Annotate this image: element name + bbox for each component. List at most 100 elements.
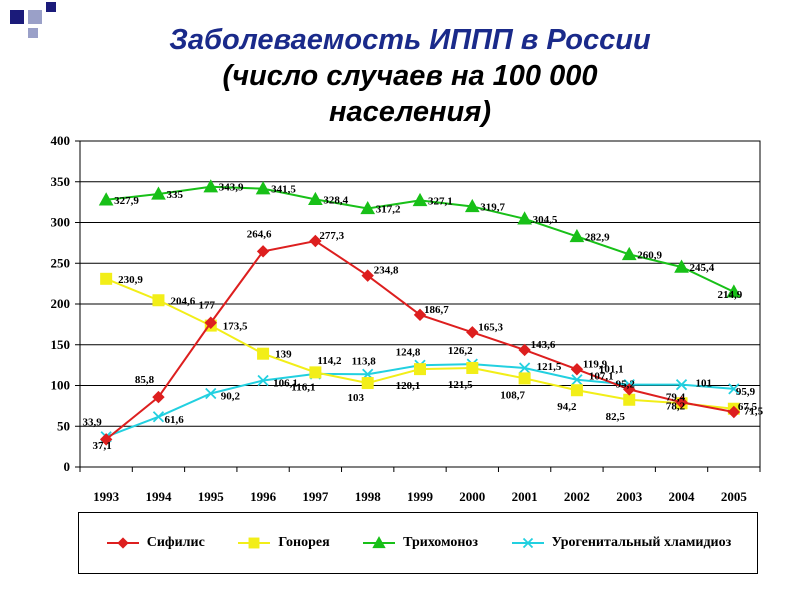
legend-swatch-chlamydia [511,537,544,549]
legend-label-gonorrhea: Гонорея [278,535,330,550]
y-tick-label: 300 [51,215,71,230]
data-label: 230,9 [118,274,143,286]
data-point [675,379,688,391]
legend-label-trichomoniasis: Трихомоноз [403,535,479,550]
data-label: 234,8 [374,265,399,277]
data-point [257,347,270,360]
y-tick-label: 250 [51,255,71,270]
data-point [466,326,479,339]
x-tick-label: 1997 [302,489,329,504]
data-label: 79,4 [666,391,686,403]
data-label: 103 [347,392,364,404]
data-point [517,211,532,225]
data-point [255,181,271,195]
data-label: 121,5 [448,379,473,391]
x-tick-label: 1993 [93,489,120,504]
data-point [674,259,689,273]
data-label: 71,5 [744,406,764,418]
data-point [726,284,742,298]
x-tick-label: 1998 [355,489,382,504]
data-label: 101 [696,378,713,390]
data-label: 204,6 [170,295,195,307]
data-label: 61,6 [164,414,184,426]
data-point [518,372,531,385]
data-label: 319,7 [480,201,505,213]
legend-marker [522,537,533,549]
y-tick-label: 150 [51,337,71,352]
data-point [728,383,740,395]
x-tick-label: 2003 [616,489,643,504]
decor-square-gray [28,28,38,38]
y-tick-label: 350 [51,174,71,189]
data-label: 245,4 [690,262,715,274]
data-point [414,363,426,376]
legend-item-trichomoniasis: Трихомоноз [361,535,478,551]
data-label: 277,3 [319,230,344,242]
chart-title-line3: населения) [328,96,491,128]
legend-item-gonorrhea: Гонорея [236,535,330,551]
data-label: 107,1 [589,371,614,383]
x-tick-label: 2005 [721,489,748,504]
data-label: 113,8 [352,355,377,367]
data-label: 121,5 [537,361,562,373]
legend-item-syphilis: Сифилис [105,535,205,551]
data-label: 282,9 [585,231,610,243]
data-point [413,308,427,322]
data-point [308,191,323,206]
data-label: 106,1 [273,378,298,390]
data-point [100,272,113,285]
data-label: 264,6 [247,228,272,240]
data-label: 186,7 [424,304,449,316]
data-point [518,343,531,357]
data-label: 177 [199,300,216,312]
data-label: 67,5 [738,401,758,413]
data-label: 37,1 [93,440,112,452]
data-label: 119,9 [583,358,608,370]
data-point [570,363,584,376]
x-tick-label: 2000 [459,489,485,504]
legend-marker [372,536,386,549]
data-point [412,192,428,207]
data-point [571,374,583,386]
data-point [309,234,322,248]
data-label: 173,5 [223,321,248,333]
data-label: 327,1 [428,195,453,207]
data-point [466,361,479,374]
legend-marker [248,537,260,549]
x-tick-label: 1999 [407,489,434,504]
decor-square-navy [10,10,24,24]
data-point [309,366,322,379]
y-tick-label: 0 [64,459,71,474]
data-label: 260,9 [637,249,662,261]
data-label: 95,2 [616,378,636,390]
series-0 [99,234,741,446]
chart-title: Заболеваемость ИППП в России (число случ… [60,22,760,130]
data-label: 214,9 [717,289,742,301]
data-label: 33,9 [83,416,103,428]
data-point [360,200,376,215]
x-tick-label: 2001 [512,489,538,504]
data-label: 82,5 [606,411,626,423]
corner-decoration [10,2,56,38]
x-tick-label: 1996 [250,489,277,504]
x-tick-label: 1994 [145,489,172,504]
data-point [256,245,270,258]
data-label: 143,6 [531,339,556,351]
data-label: 90,2 [221,390,241,402]
data-label: 139 [275,349,292,361]
data-point [361,269,374,282]
legend-item-chlamydia: Урогенитальный хламидиоз [510,535,732,551]
data-label: 341,5 [271,184,296,196]
data-label: 126,2 [448,345,473,357]
legend-label-chlamydia: Урогенитальный хламидиоз [551,535,732,550]
data-point [727,405,741,419]
x-tick-label: 2002 [564,489,590,504]
chart-title-line2: (число случаев на 100 000 [222,60,598,92]
y-tick-label: 400 [51,133,71,148]
data-label: 304,5 [533,214,558,226]
data-point [204,316,217,329]
y-tick-label: 50 [57,418,70,433]
data-point [152,411,165,423]
chart-legend: Сифилис Гонорея Трихомоноз Урогенитальны… [78,512,758,574]
